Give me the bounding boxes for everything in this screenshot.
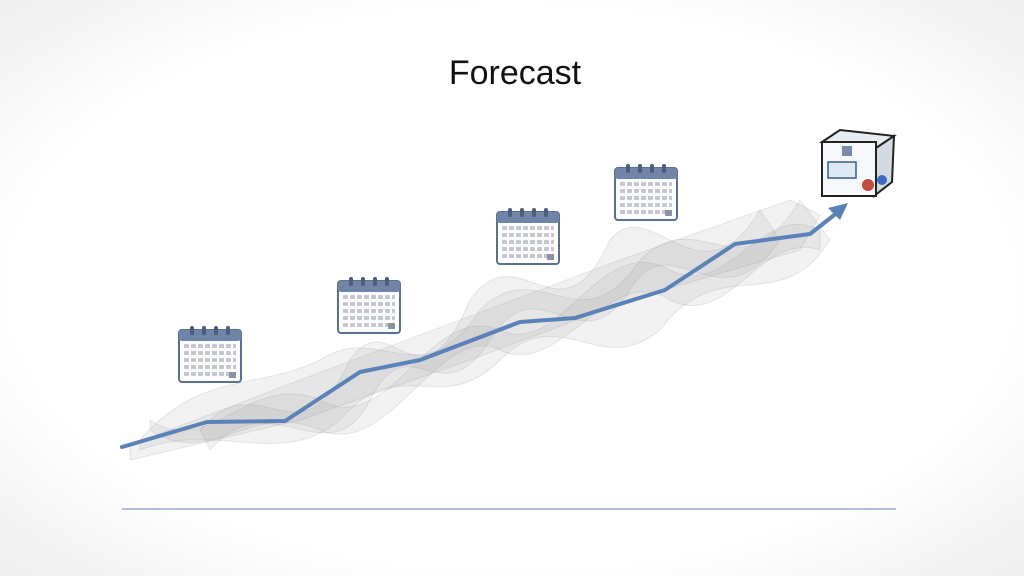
trend-line xyxy=(120,210,840,449)
box-icon xyxy=(819,128,897,199)
trend-arrowhead xyxy=(828,203,848,220)
calendar-icon xyxy=(337,275,401,335)
calendar-icon xyxy=(614,162,678,222)
calendar-icon xyxy=(496,206,560,266)
title: Forecast xyxy=(449,54,582,92)
calendar-icon xyxy=(178,324,242,384)
